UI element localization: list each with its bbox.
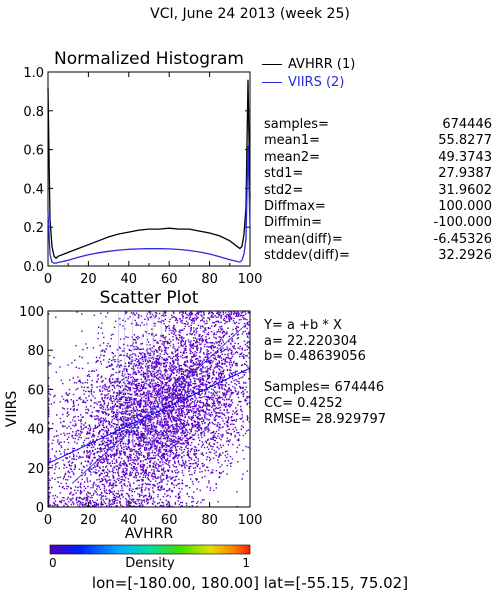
stat-label: samples= — [264, 117, 329, 132]
histogram-x-tick-label: 80 — [201, 272, 218, 287]
stat-value: 27.9387 — [438, 166, 492, 182]
stat-row: mean(diff)= -6.45326 — [264, 232, 500, 248]
stat-value: 100.000 — [438, 199, 492, 215]
stat-value: 55.8277 — [438, 133, 492, 149]
legend-swatch-viirs — [262, 82, 282, 83]
scatter-point-cloud — [48, 311, 250, 507]
stat-row: std1= 27.9387 — [264, 166, 500, 182]
histogram-lines — [47, 79, 251, 264]
footer-extent: lon=[-180.00, 180.00] lat=[-55.15, 75.02… — [91, 574, 409, 592]
histogram-y-tick-label: 0.0 — [23, 260, 44, 275]
scatter-x-tick-label: 80 — [201, 513, 218, 528]
histogram-y-tick-label: 0.8 — [23, 105, 44, 120]
stat-label: std2= — [264, 182, 304, 198]
stat-row: samples= 674446 — [264, 117, 500, 133]
scatter-y-tick-label: 20 — [27, 462, 44, 477]
scatter-x-label: AVHRR — [125, 526, 174, 542]
stat-row: Diffmin= -100.000 — [264, 215, 500, 231]
histogram-line-viirs — [47, 145, 251, 264]
stat-label: Diffmin= — [264, 215, 322, 231]
colorbar — [49, 544, 251, 555]
stat-value: 49.3743 — [438, 149, 492, 165]
scatter-x-tick-label: 20 — [80, 513, 97, 528]
scatter-y-tick-label: 100 — [19, 305, 44, 320]
regression-b: b= 0.48639056 — [264, 349, 366, 365]
scatter-x-tick-label: 40 — [121, 513, 138, 528]
colorbar-label: Density — [125, 556, 175, 571]
histogram-line-avhrr — [47, 79, 251, 260]
stat-label: mean2= — [264, 149, 321, 165]
regression-panel: Y= a +b * X a= 22.220304 b= 0.48639056 S… — [264, 318, 386, 427]
scatter-axes: 0 20 40 60 80 100 0 20 40 60 80 100 — [19, 305, 262, 528]
histogram-title: Normalized Histogram — [54, 49, 244, 69]
scatter-y-label: VIIRS — [4, 391, 20, 428]
legend-swatch-avhrr — [262, 64, 282, 65]
scatter-x-tick-label: 0 — [44, 513, 52, 528]
histogram-x-tick-label: 40 — [121, 272, 138, 287]
histogram-y-tick-label: 0.2 — [23, 221, 44, 236]
histogram-y-tick-label: 0.6 — [23, 144, 44, 159]
scatter-y-tick-label: 40 — [27, 423, 44, 438]
histogram-frame — [47, 71, 251, 267]
stat-row: mean1= 55.8277 — [264, 133, 500, 149]
stat-row: mean2= 49.3743 — [264, 150, 500, 166]
scatter-y-tick-label: 60 — [27, 383, 44, 398]
stat-row: Diffmax= 100.000 — [264, 199, 500, 215]
stat-row: std2= 31.9602 — [264, 183, 500, 199]
stat-label: Diffmax= — [264, 199, 326, 215]
stat-value: 674446 — [442, 117, 492, 132]
colorbar-max-label: 1 — [242, 556, 250, 570]
scatter-one-to-one-line — [71, 320, 251, 484]
scatter-y-tick-label: 0 — [36, 501, 44, 516]
stat-label: std1= — [264, 166, 304, 182]
legend-item-avhrr: AVHRR (1) — [262, 57, 355, 72]
stats-panel: samples= 674446 mean1= 55.8277 mean2= 49.37… — [264, 117, 500, 265]
histogram-y-tick-label: 0.4 — [23, 182, 44, 197]
stat-label: stddev(diff)= — [264, 248, 350, 264]
scatter-fit-line — [47, 367, 251, 464]
legend-label-viirs: VIIRS (2) — [288, 75, 345, 90]
stat-value: 32.2926 — [438, 248, 492, 264]
regression-equation: Y= a +b * X — [264, 318, 342, 333]
stat-label: mean1= — [264, 133, 321, 149]
histogram-x-tick-label: 20 — [80, 272, 97, 287]
histogram-x-tick-label: 100 — [238, 272, 263, 287]
colorbar-min-label: 0 — [49, 556, 57, 570]
legend-label-avhrr: AVHRR (1) — [288, 57, 356, 72]
scatter-title: Scatter Plot — [100, 288, 199, 308]
regression-samples: Samples= 674446 — [264, 380, 385, 396]
scatter-frame — [47, 310, 251, 508]
scatter-fit-lines — [47, 320, 251, 484]
regression-rmse: RMSE= 28.929797 — [264, 411, 387, 427]
stat-row: stddev(diff)= 32.2926 — [264, 248, 500, 264]
scatter-x-tick-label: 60 — [161, 513, 178, 528]
legend-item-viirs: VIIRS (2) — [262, 75, 344, 90]
scatter-x-tick-label: 100 — [238, 513, 263, 528]
stat-label: mean(diff)= — [264, 231, 343, 247]
stat-value: 31.9602 — [438, 182, 492, 198]
histogram-x-tick-label: 60 — [161, 272, 178, 287]
histogram-x-tick-label: 0 — [44, 272, 52, 287]
scatter-y-tick-label: 80 — [27, 344, 44, 359]
stat-value: -6.45326 — [433, 231, 492, 247]
scatter-points — [48, 311, 250, 507]
histogram-y-tick-label: 1.0 — [23, 66, 44, 81]
stat-value: -100.000 — [433, 215, 492, 231]
regression-cc: CC= 0.4252 — [264, 395, 343, 411]
histogram-axes: 0 20 40 60 80 100 0.0 0.2 0.4 0.6 0.8 1.0 — [23, 66, 262, 287]
regression-a: a= 22.220304 — [264, 333, 358, 349]
page-title: VCI, June 24 2013 (week 25) — [150, 6, 350, 22]
